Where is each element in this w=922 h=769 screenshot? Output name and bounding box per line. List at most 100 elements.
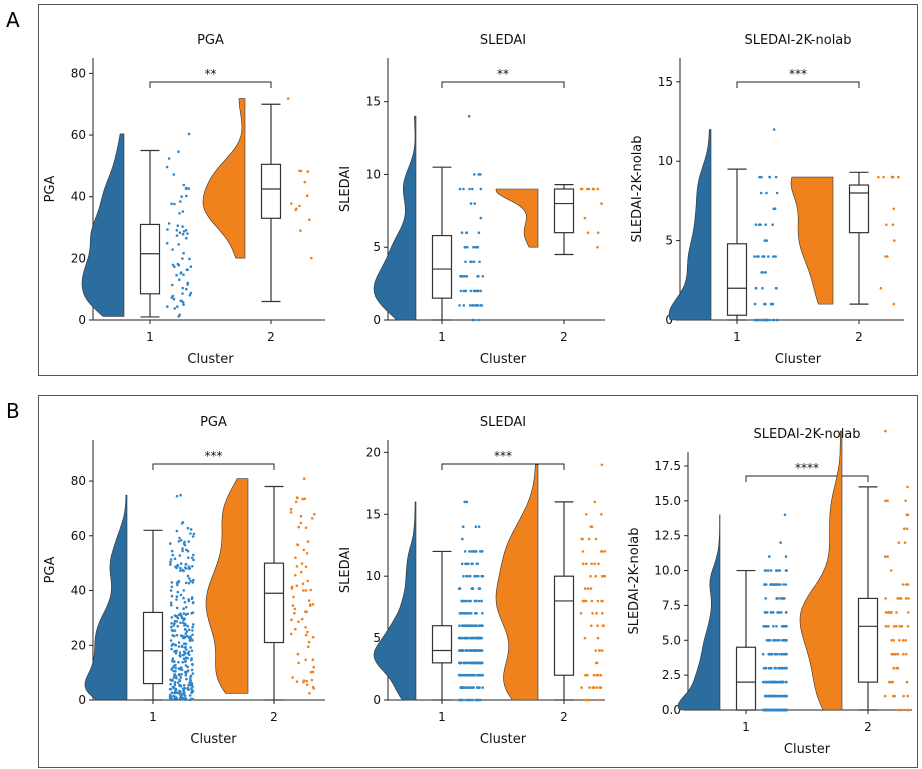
data-point <box>296 543 299 546</box>
data-point <box>768 680 771 684</box>
data-point <box>763 666 767 670</box>
data-point <box>883 555 887 558</box>
data-point <box>304 589 308 592</box>
data-point <box>759 223 762 226</box>
data-point <box>459 612 463 615</box>
data-point <box>182 273 185 277</box>
data-point <box>775 680 779 684</box>
data-point <box>183 543 187 547</box>
data-point <box>177 691 181 695</box>
data-point <box>476 562 480 566</box>
violin-half-2 <box>790 176 834 305</box>
data-point <box>470 550 474 553</box>
data-point <box>300 562 304 565</box>
data-point <box>479 649 483 652</box>
data-point <box>179 493 182 497</box>
data-point <box>171 642 175 646</box>
data-point <box>312 665 316 669</box>
data-point <box>480 599 483 603</box>
data-point <box>470 673 474 677</box>
data-point <box>471 304 475 307</box>
data-point <box>458 673 461 677</box>
data-point <box>175 234 179 237</box>
data-point <box>458 587 462 590</box>
data-point <box>769 569 773 572</box>
data-point <box>596 245 599 249</box>
data-point <box>478 686 481 689</box>
data-point <box>896 708 899 712</box>
data-point <box>170 691 174 694</box>
data-point <box>187 540 190 543</box>
data-point <box>580 537 583 541</box>
significance-bracket <box>441 463 565 470</box>
data-point <box>478 550 482 553</box>
data-point <box>304 565 308 569</box>
data-point <box>783 694 786 698</box>
data-point <box>469 202 473 205</box>
data-point <box>781 694 784 698</box>
y-axis-label: PGA <box>43 556 58 583</box>
data-point <box>182 657 186 661</box>
data-point <box>295 680 299 683</box>
data-point <box>776 694 780 698</box>
data-point <box>477 636 480 640</box>
chart-title: PGA <box>200 415 227 430</box>
data-point <box>183 686 187 690</box>
data-point <box>176 681 180 684</box>
data-point <box>185 194 188 198</box>
data-point <box>472 636 476 640</box>
y-axis-label: SLEDAI <box>338 547 353 593</box>
data-point <box>893 694 896 698</box>
data-point <box>302 680 305 684</box>
data-point <box>171 659 174 663</box>
data-point <box>462 304 466 307</box>
data-point <box>307 640 311 644</box>
data-point <box>179 693 182 697</box>
data-point <box>765 680 769 684</box>
data-point <box>896 597 899 600</box>
data-point <box>775 191 779 195</box>
data-point <box>591 187 595 191</box>
data-point <box>460 231 464 234</box>
data-point <box>191 535 195 538</box>
data-point <box>178 654 182 657</box>
data-point <box>475 636 478 640</box>
data-point <box>170 628 174 632</box>
data-point <box>777 639 780 642</box>
data-point <box>470 686 474 689</box>
data-point <box>174 670 177 673</box>
data-point <box>176 590 180 594</box>
data-point <box>477 275 480 278</box>
data-point <box>770 652 774 656</box>
data-point <box>588 686 591 689</box>
data-point <box>174 695 177 699</box>
data-point <box>460 673 463 677</box>
data-point <box>469 624 472 627</box>
data-point <box>894 652 897 656</box>
data-point <box>290 587 294 590</box>
data-point <box>171 263 175 267</box>
data-point <box>774 255 777 258</box>
data-point <box>772 680 776 684</box>
data-point <box>190 596 194 599</box>
data-point <box>460 599 464 603</box>
data-point <box>766 318 769 322</box>
data-point <box>464 673 467 677</box>
data-point <box>600 463 604 467</box>
data-point <box>767 569 770 572</box>
data-point <box>468 550 471 553</box>
data-point <box>477 318 481 322</box>
data-point <box>905 680 909 684</box>
data-point <box>481 624 484 627</box>
box-iqr <box>142 611 164 685</box>
data-point <box>884 499 887 503</box>
data-point <box>304 633 308 637</box>
data-point <box>777 666 780 670</box>
data-point <box>767 255 770 258</box>
data-point <box>762 708 766 712</box>
data-point <box>184 659 187 662</box>
data-point <box>191 601 195 605</box>
data-point <box>594 537 598 541</box>
data-point <box>905 708 909 712</box>
data-point <box>458 624 461 627</box>
